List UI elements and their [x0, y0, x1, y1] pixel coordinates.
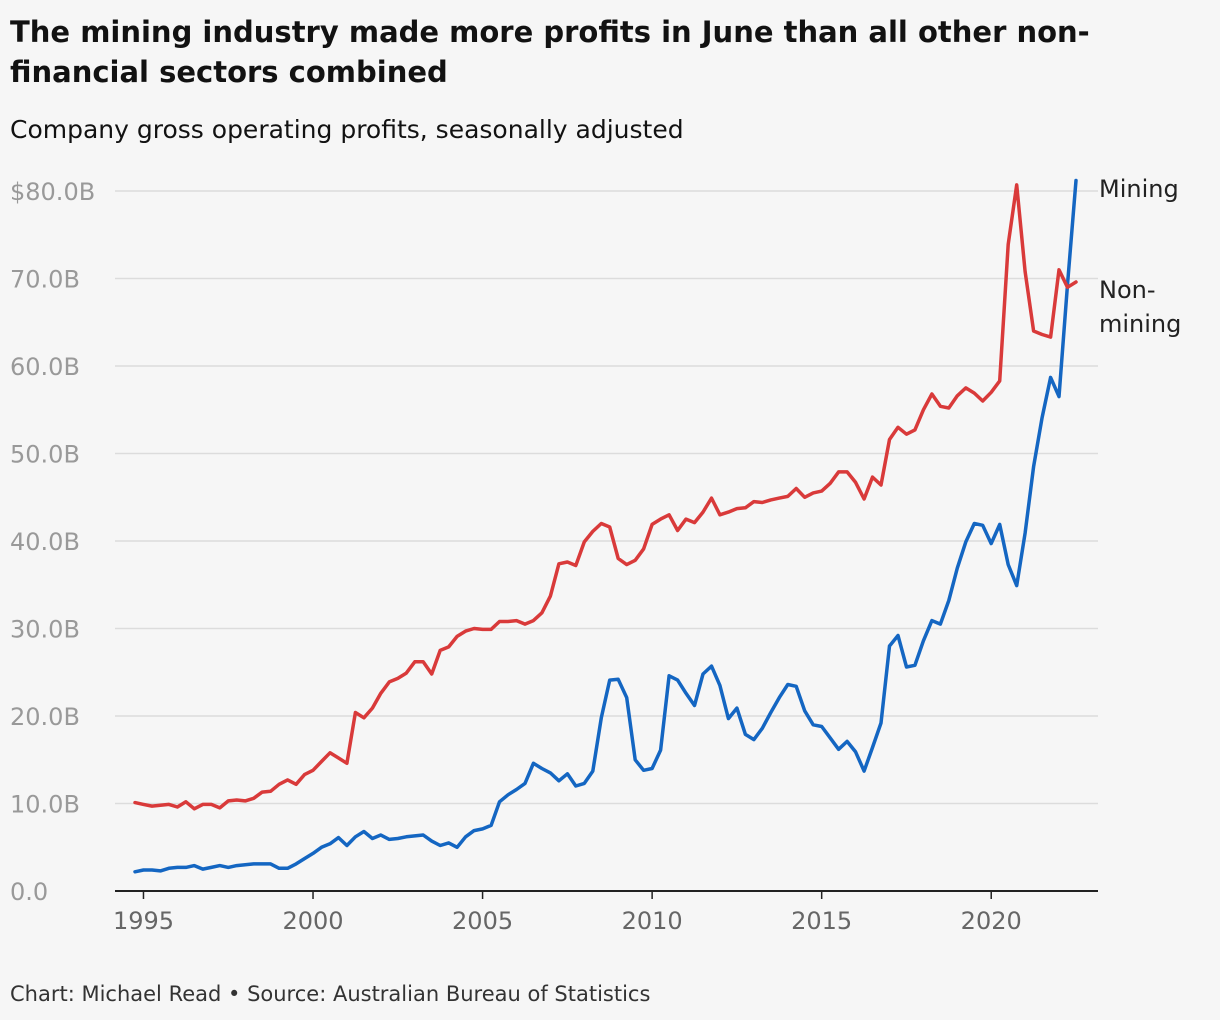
y-tick-label: 60.0B: [10, 353, 80, 381]
y-axis-ticks: 0.0 10.0B 20.0B 30.0B 40.0B 50.0B 60.0B 70.0B $8…: [10, 178, 95, 906]
source-credit: Chart: Michael Read • Source: Australian…: [10, 982, 651, 1006]
x-tick-label: 2005: [452, 907, 513, 935]
y-tick-label: 30.0B: [10, 616, 80, 644]
y-tick-label: 10.0B: [10, 791, 80, 819]
x-axis: 1995 2000 2005 2010 2015 2020: [113, 890, 1098, 935]
series-label-non-mining: mining: [1099, 310, 1181, 338]
chart-subtitle: Company gross operating profits, seasona…: [10, 115, 684, 144]
y-tick-label: 20.0B: [10, 703, 80, 731]
x-tick-label: 1995: [113, 907, 174, 935]
gridlines: [115, 190, 1098, 805]
series-line-mining: [133, 178, 1078, 874]
x-tick-label: 2010: [622, 907, 683, 935]
series-lines: [133, 178, 1078, 874]
series-labels: Mining Non-mining: [1099, 175, 1181, 338]
y-tick-label: 40.0B: [10, 528, 80, 556]
series-line-non-mining: [133, 183, 1078, 811]
x-tick-label: 2020: [961, 907, 1022, 935]
y-tick-label: $80.0B: [10, 178, 95, 206]
y-tick-label: 70.0B: [10, 266, 80, 294]
y-tick-label: 50.0B: [10, 441, 80, 469]
series-label-non-mining: Non-: [1099, 276, 1156, 304]
x-tick-label: 2015: [791, 907, 852, 935]
y-tick-label: 0.0: [10, 878, 48, 906]
line-chart: 0.0 10.0B 20.0B 30.0B 40.0B 50.0B 60.0B 70.0B $8…: [10, 175, 1181, 935]
x-tick-label: 2000: [282, 907, 343, 935]
chart-title: The mining industry made more profits in…: [10, 15, 1090, 89]
series-label-mining: Mining: [1099, 175, 1179, 203]
